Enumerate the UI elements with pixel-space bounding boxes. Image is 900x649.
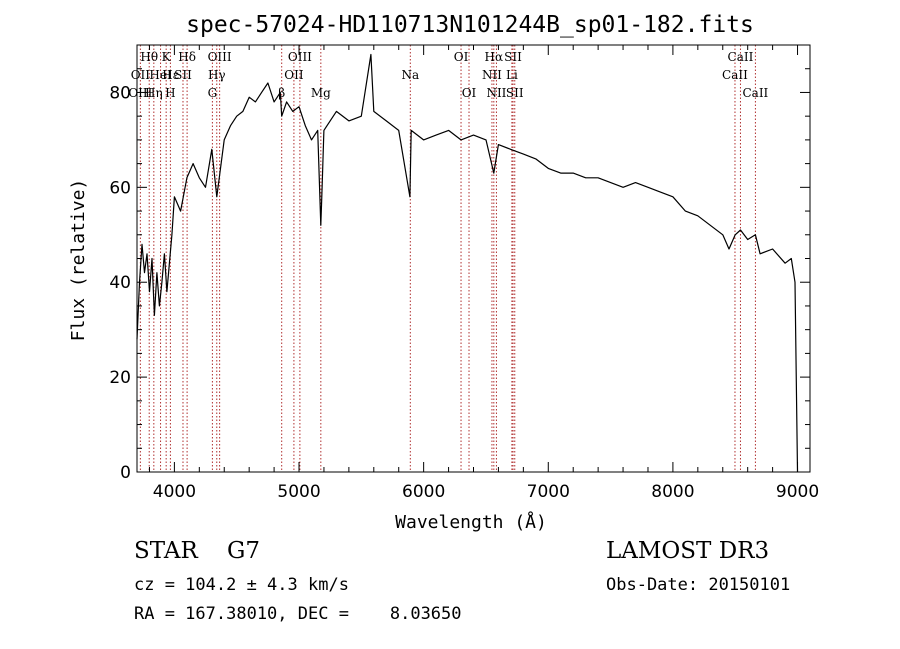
- plot-frame: [136, 44, 811, 473]
- spectral-line-label: Hα: [485, 50, 504, 64]
- spectral-line-label: Hε: [162, 68, 179, 82]
- y-tick-label: 80: [109, 83, 131, 103]
- spectral-line-label: SII: [506, 86, 524, 100]
- y-tick-label: 20: [109, 368, 131, 388]
- x-tick-label: 6000: [402, 482, 445, 502]
- observation-date: Obs-Date: 20150101: [606, 575, 791, 595]
- y-tick-label: 40: [109, 273, 131, 293]
- x-axis-label: Wavelength (Å): [395, 511, 547, 533]
- x-tick-label: 9000: [776, 482, 819, 502]
- spectral-line-label: β: [278, 86, 285, 100]
- spectral-line-label: K: [162, 50, 172, 64]
- survey-name: LAMOST DR3: [606, 538, 770, 564]
- object-class: STAR G7: [134, 538, 261, 564]
- x-axis: 4000 5000 6000 7000 8000 9000: [148, 45, 819, 502]
- spectral-line-label: SII: [174, 68, 192, 82]
- spectrum-line: [136, 53, 799, 473]
- ra-dec-coordinates: RA = 167.38010, DEC = 8.03650: [134, 604, 462, 624]
- spectral-line-label: OI: [454, 50, 469, 64]
- spectral-line-label: OII: [131, 68, 151, 82]
- spectral-line-label: CaII: [722, 68, 748, 82]
- spectral-line-label: Li: [506, 68, 518, 82]
- spectral-line-label: NII: [482, 68, 502, 82]
- y-axis: 0 20 40 60 80: [109, 44, 810, 483]
- spectral-line-label: HeI: [149, 68, 172, 82]
- spectral-line-label: Hδ: [178, 50, 196, 64]
- spectral-line-label: CaII: [742, 86, 768, 100]
- spectral-line-label: Mg: [311, 86, 331, 100]
- spectrum-line-group: [136, 53, 799, 473]
- spectral-line-label: Hθ: [140, 50, 158, 64]
- spectral-line-label: OIII: [208, 50, 232, 64]
- x-tick-label: 8000: [651, 482, 694, 502]
- spectral-line-label: OIII: [288, 50, 312, 64]
- spectral-line-label: G: [208, 86, 218, 100]
- spectral-line-label: Hη: [145, 86, 163, 100]
- redshift-cz: cz = 104.2 ± 4.3 km/s: [134, 575, 349, 595]
- spectral-line-markers: [139, 45, 756, 472]
- spectral-line-label: NII: [486, 86, 506, 100]
- spectral-line-label: SII: [504, 50, 522, 64]
- x-tick-label: 7000: [527, 482, 570, 502]
- spectral-line-label: OIII: [128, 86, 152, 100]
- chart-title: spec-57024-HD110713N101244B_sp01-182.fit…: [186, 12, 754, 38]
- y-tick-label: 60: [109, 178, 131, 198]
- spectral-line-label: CaII: [728, 50, 754, 64]
- spectral-line-label: Hγ: [208, 68, 226, 82]
- y-tick-label: 0: [120, 463, 131, 483]
- y-axis-label: Flux (relative): [68, 179, 89, 342]
- spectral-line-label: OII: [284, 68, 304, 82]
- spectral-line-label: OI: [462, 86, 477, 100]
- spectral-line-label: Na: [401, 68, 419, 82]
- x-tick-label: 5000: [277, 482, 320, 502]
- spectral-line-label: H: [165, 86, 175, 100]
- x-tick-label: 4000: [153, 482, 196, 502]
